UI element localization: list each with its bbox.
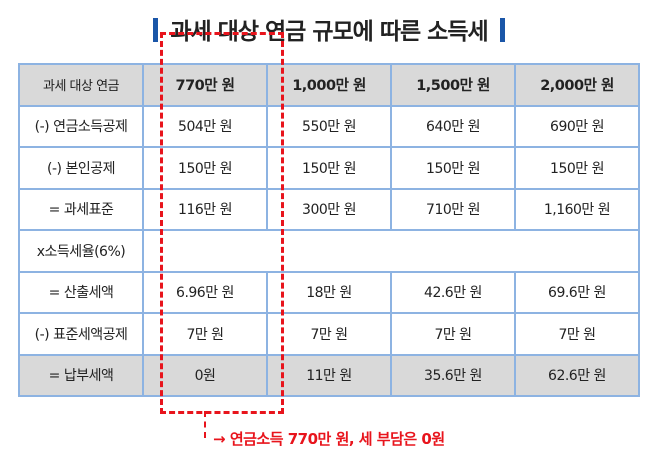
- table-cell: 7만 원: [514, 312, 640, 356]
- table-cell: 690만 원: [514, 104, 640, 148]
- table-cell: 7만 원: [390, 312, 516, 356]
- table-cell: 1,160만 원: [514, 187, 640, 231]
- table-cell: 150만 원: [390, 146, 516, 190]
- table-cell: 150만 원: [142, 146, 268, 190]
- row-label: 과세 대상 연금: [18, 63, 144, 107]
- table-cell: 150만 원: [266, 146, 392, 190]
- table-cell: 7만 원: [266, 312, 392, 356]
- table-row: x소득세율(6%): [18, 229, 640, 273]
- arrow-right-icon: →: [213, 430, 226, 448]
- annotation-connector: [204, 411, 206, 438]
- table-cell: 1,500만 원: [390, 63, 516, 107]
- row-label: = 과세표준: [18, 187, 144, 231]
- table-cell: 504만 원: [142, 104, 268, 148]
- table-cell: 640만 원: [390, 104, 516, 148]
- row-label: (-) 본인공제: [18, 146, 144, 190]
- table-cell: 11만 원: [266, 353, 392, 397]
- table-cell: 42.6만 원: [390, 270, 516, 314]
- title-accent-bar: [153, 18, 159, 42]
- title-text: 과세 대상 연금 규모에 따른 소득세: [170, 19, 488, 45]
- table-cell: 1,000만 원: [266, 63, 392, 107]
- table-cell: 300만 원: [266, 187, 392, 231]
- tax-table: 과세 대상 연금 770만 원 1,000만 원 1,500만 원 2,000만 원 (-…: [18, 63, 640, 397]
- annotation-text: 연금소득 770만 원, 세 부담은 0원: [229, 430, 445, 448]
- page-title: 과세 대상 연금 규모에 따른 소득세: [0, 12, 658, 46]
- table-header-row: 과세 대상 연금 770만 원 1,000만 원 1,500만 원 2,000만 원: [18, 63, 640, 107]
- row-label: = 산출세액: [18, 270, 144, 314]
- table-row: (-) 연금소득공제 504만 원 550만 원 640만 원 690만 원: [18, 104, 640, 148]
- table-cell: 2,000만 원: [514, 63, 640, 107]
- table-cell: 35.6만 원: [390, 353, 516, 397]
- table-cell: 6.96만 원: [142, 270, 268, 314]
- row-label: x소득세율(6%): [18, 229, 144, 273]
- table-cell: 116만 원: [142, 187, 268, 231]
- table-row: = 납부세액 0원 11만 원 35.6만 원 62.6만 원: [18, 353, 640, 397]
- table-cell: 770만 원: [142, 63, 268, 107]
- table-row: (-) 표준세액공제 7만 원 7만 원 7만 원 7만 원: [18, 312, 640, 356]
- row-label: = 납부세액: [18, 353, 144, 397]
- title-accent-bar: [499, 18, 505, 42]
- table-cell: 710만 원: [390, 187, 516, 231]
- empty-cell: [142, 229, 640, 273]
- table-cell: 7만 원: [142, 312, 268, 356]
- table-row: = 과세표준 116만 원 300만 원 710만 원 1,160만 원: [18, 187, 640, 231]
- table-cell: 69.6만 원: [514, 270, 640, 314]
- row-label: (-) 표준세액공제: [18, 312, 144, 356]
- table-row: = 산출세액 6.96만 원 18만 원 42.6만 원 69.6만 원: [18, 270, 640, 314]
- table-cell: 62.6만 원: [514, 353, 640, 397]
- table-cell: 0원: [142, 353, 268, 397]
- table-cell: 150만 원: [514, 146, 640, 190]
- annotation: → 연금소득 770만 원, 세 부담은 0원: [213, 428, 445, 449]
- row-label: (-) 연금소득공제: [18, 104, 144, 148]
- table-cell: 18만 원: [266, 270, 392, 314]
- table-row: (-) 본인공제 150만 원 150만 원 150만 원 150만 원: [18, 146, 640, 190]
- table-cell: 550만 원: [266, 104, 392, 148]
